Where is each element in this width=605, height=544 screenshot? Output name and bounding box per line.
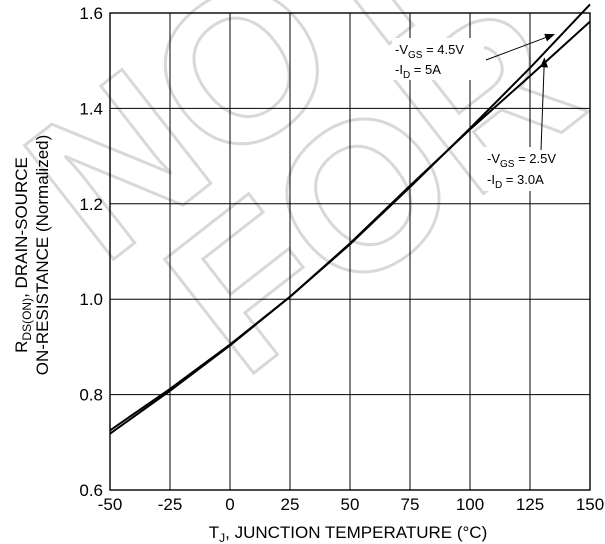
x-axis-title: TJ, JUNCTION TEMPERATURE (°C) bbox=[209, 523, 488, 544]
annotation-vgs-4-5v-line1: -VGS = 4.5V bbox=[395, 42, 464, 61]
annotation-vgs-2-5v-arrow bbox=[540, 57, 549, 151]
y-tick-label: 0.8 bbox=[79, 386, 103, 405]
gridlines bbox=[109, 12, 591, 491]
y-tick-label: 0.6 bbox=[79, 481, 103, 500]
y-axis-title: RDS(ON), DRAIN-SOURCE ON-RESISTANCE (Nor… bbox=[12, 135, 52, 376]
y-axis-title-line1: RDS(ON), DRAIN-SOURCE bbox=[12, 157, 34, 353]
x-tick-label: -50 bbox=[98, 495, 123, 514]
y-tick-label: 1.0 bbox=[79, 290, 103, 309]
annotation-vgs-2-5v-line2: -ID = 3.0A bbox=[487, 172, 544, 191]
annotation-vgs-4-5v-line2: -ID = 5A bbox=[395, 62, 441, 81]
annotation-vgs-2-5v: -VGS = 2.5V -ID = 3.0A bbox=[484, 57, 582, 191]
x-tick-label: 75 bbox=[401, 495, 420, 514]
x-tick-label: 125 bbox=[516, 495, 544, 514]
series-lines bbox=[109, 3, 591, 435]
x-tick-labels: -50 -25 0 25 50 75 100 125 150 bbox=[98, 495, 604, 514]
annotation-vgs-4-5v-arrow bbox=[485, 33, 555, 61]
plot-frame bbox=[109, 12, 591, 491]
x-tick-label: 150 bbox=[576, 495, 604, 514]
annotation-vgs-4-5v: -VGS = 4.5V -ID = 5A bbox=[392, 33, 555, 81]
x-tick-label: 25 bbox=[281, 495, 300, 514]
annotation-vgs-2-5v-line1: -VGS = 2.5V bbox=[487, 151, 556, 170]
y-tick-labels: 0.6 0.8 1.0 1.2 1.4 1.6 bbox=[79, 4, 103, 500]
y-tick-label: 1.6 bbox=[79, 4, 103, 23]
series-line-2 bbox=[109, 20, 591, 435]
x-tick-label: 0 bbox=[225, 495, 234, 514]
y-axis-title-line2: ON-RESISTANCE (Normalized) bbox=[33, 135, 52, 376]
y-tick-label: 1.2 bbox=[79, 195, 103, 214]
y-tick-label: 1.4 bbox=[79, 99, 103, 118]
x-tick-label: -25 bbox=[158, 495, 183, 514]
x-tick-label: 100 bbox=[456, 495, 484, 514]
x-tick-label: 50 bbox=[341, 495, 360, 514]
